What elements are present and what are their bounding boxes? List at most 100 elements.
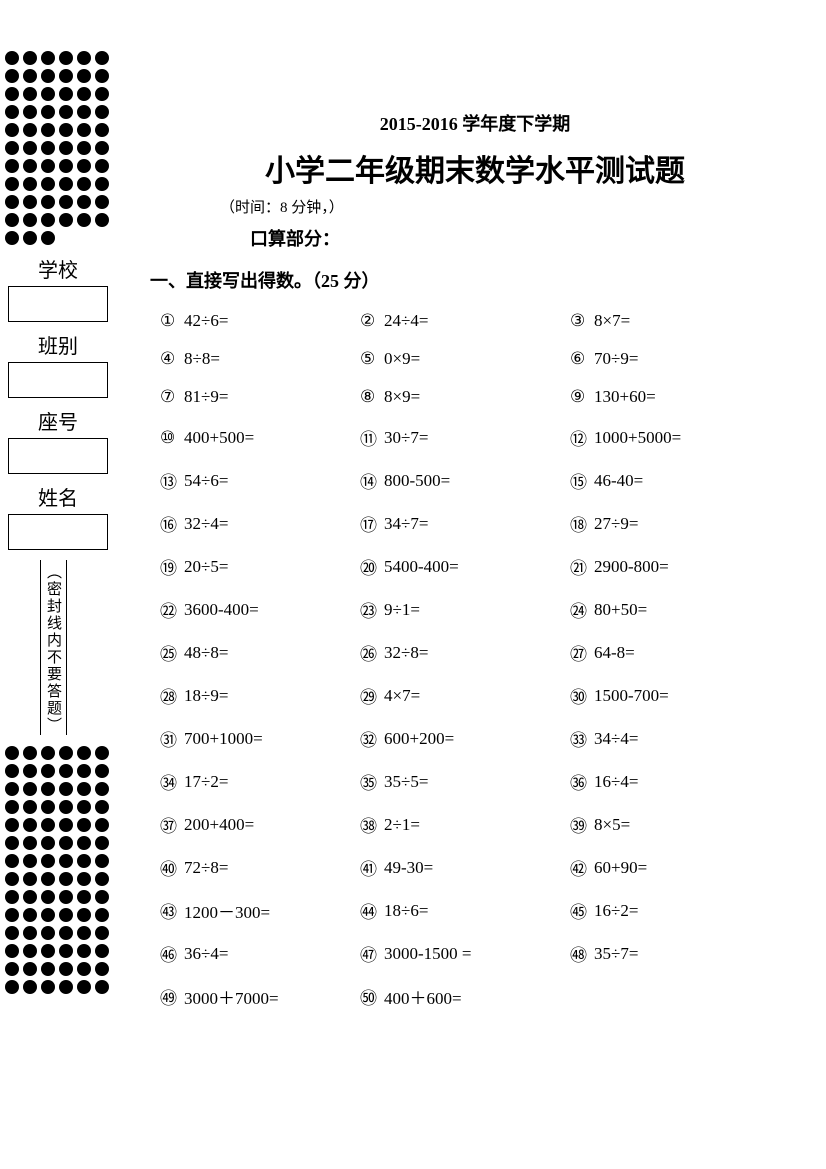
problem-number: ㊱ <box>570 769 592 794</box>
problem-expression: 24÷4= <box>384 311 428 331</box>
binding-dot <box>59 195 73 209</box>
problem-expression: 1500-700= <box>594 686 669 706</box>
problem-item: ㊲ 200+400= <box>160 812 360 837</box>
binding-dot <box>77 872 91 886</box>
binding-dot <box>5 854 19 868</box>
problem-expression: 8×5= <box>594 815 630 835</box>
field-input-box[interactable] <box>8 514 108 550</box>
problem-number: ㉑ <box>570 554 592 579</box>
problem-expression: 64-8= <box>594 643 635 663</box>
binding-dot <box>41 944 55 958</box>
binding-dot <box>59 944 73 958</box>
time-line: （时间：8 分钟，） <box>220 196 800 217</box>
seal-line-note: （密封线内不要答题） <box>40 560 67 735</box>
problem-expression: 81÷9= <box>184 387 228 407</box>
binding-dot <box>23 944 37 958</box>
problem-item: ㊱ 16÷4= <box>570 769 770 794</box>
problem-expression: 2÷1= <box>384 815 420 835</box>
problem-number: ㉓ <box>360 597 382 622</box>
problem-number: ㉙ <box>360 683 382 708</box>
binding-dot <box>5 87 19 101</box>
problem-item: ① 42÷6= <box>160 311 360 331</box>
binding-dot <box>95 890 109 904</box>
problem-number: ㉛ <box>160 726 182 751</box>
binding-dot <box>77 213 91 227</box>
problem-number: ㊽ <box>570 941 592 966</box>
problem-expression: 4×7= <box>384 686 420 706</box>
binding-dot <box>77 800 91 814</box>
problem-expression: 1000+5000= <box>594 428 681 448</box>
dot-pattern-top <box>0 50 112 246</box>
problem-number: ㉚ <box>570 683 592 708</box>
binding-dot <box>95 177 109 191</box>
problem-number: ㉗ <box>570 640 592 665</box>
binding-dot <box>5 818 19 832</box>
problem-number: ④ <box>160 349 182 369</box>
binding-dot <box>5 980 19 994</box>
binding-dot <box>77 764 91 778</box>
problem-expression: 72÷8= <box>184 858 228 878</box>
problem-expression: 1200－300= <box>184 898 270 923</box>
binding-dot <box>59 746 73 760</box>
problem-expression: 700+1000= <box>184 729 263 749</box>
binding-dot <box>5 962 19 976</box>
problem-item: ㊶ 49-30= <box>360 855 570 880</box>
binding-dot <box>59 51 73 65</box>
binding-dot <box>41 800 55 814</box>
binding-dot <box>95 69 109 83</box>
problem-number: ⑦ <box>160 387 182 407</box>
binding-dot <box>95 213 109 227</box>
problem-expression: 800-500= <box>384 471 450 491</box>
binding-dot <box>77 944 91 958</box>
binding-dot <box>95 51 109 65</box>
problem-number: ㉞ <box>160 769 182 794</box>
binding-dot <box>23 195 37 209</box>
field-input-box[interactable] <box>8 362 108 398</box>
binding-dot <box>77 123 91 137</box>
problem-number: ㉘ <box>160 683 182 708</box>
binding-dot <box>59 105 73 119</box>
problem-expression: 0×9= <box>384 349 420 369</box>
binding-dot <box>77 141 91 155</box>
binding-dot <box>95 854 109 868</box>
problem-number: ㉒ <box>160 597 182 622</box>
problem-number: ① <box>160 311 182 331</box>
problem-item: ㊿ 400＋600= <box>360 984 570 1009</box>
binding-dot <box>23 177 37 191</box>
problem-number: ㊼ <box>360 941 382 966</box>
problem-number: ⑫ <box>570 425 592 450</box>
binding-dot <box>5 123 19 137</box>
binding-dot <box>5 800 19 814</box>
problem-number: ⑬ <box>160 468 182 493</box>
problem-number: ⑮ <box>570 468 592 493</box>
binding-dot <box>5 890 19 904</box>
problem-expression: 34÷7= <box>384 514 428 534</box>
year-line: 2015-2016 学年度下学期 <box>150 110 800 136</box>
field-input-box[interactable] <box>8 438 108 474</box>
problem-item: ㉚ 1500-700= <box>570 683 770 708</box>
binding-dot <box>23 123 37 137</box>
binding-dot <box>95 764 109 778</box>
problem-number: ㊻ <box>160 941 182 966</box>
binding-dot <box>59 69 73 83</box>
problem-expression: 20÷5= <box>184 557 228 577</box>
binding-dot <box>23 800 37 814</box>
problem-expression: 48÷8= <box>184 643 228 663</box>
problem-item: ㉞ 17÷2= <box>160 769 360 794</box>
binding-dot <box>41 213 55 227</box>
problem-item: ㉘ 18÷9= <box>160 683 360 708</box>
binding-dot <box>41 195 55 209</box>
binding-dot <box>5 746 19 760</box>
binding-dot <box>23 980 37 994</box>
binding-dot <box>95 926 109 940</box>
binding-dot <box>41 836 55 850</box>
binding-dot <box>95 87 109 101</box>
problem-expression: 49-30= <box>384 858 433 878</box>
field-input-box[interactable] <box>8 286 108 322</box>
problem-item: ⑪ 30÷7= <box>360 425 570 450</box>
problem-number: ⑩ <box>160 428 182 448</box>
binding-dot <box>59 908 73 922</box>
problem-expression: 8÷8= <box>184 349 220 369</box>
problem-expression: 130+60= <box>594 387 656 407</box>
binding-dot <box>95 159 109 173</box>
